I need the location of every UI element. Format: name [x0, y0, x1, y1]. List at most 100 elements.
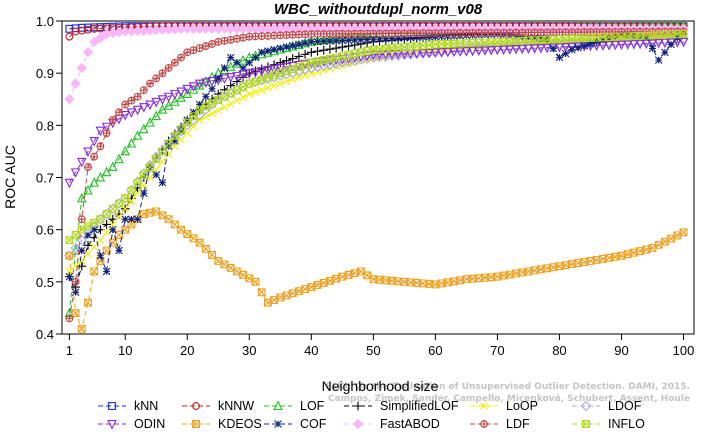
data-point	[275, 58, 285, 68]
data-point	[307, 69, 316, 77]
data-point	[394, 34, 402, 43]
data-point	[498, 45, 509, 56]
data-point	[70, 242, 81, 254]
data-point	[90, 225, 98, 234]
data-point	[313, 46, 322, 56]
data-point	[71, 309, 80, 318]
data-point	[65, 314, 73, 322]
data-point	[151, 97, 162, 108]
legend-label: SimplifiedLOF	[380, 399, 459, 413]
data-point	[139, 103, 149, 113]
data-point	[101, 166, 112, 177]
data-point	[295, 40, 303, 49]
data-point	[313, 37, 322, 46]
data-point	[263, 66, 273, 76]
data-point	[65, 272, 74, 281]
data-point	[232, 71, 242, 82]
data-point	[170, 90, 180, 100]
data-point	[436, 48, 447, 58]
data-point	[537, 34, 545, 43]
data-point	[225, 61, 236, 71]
legend-label: ODIN	[134, 417, 165, 431]
legend-marker	[480, 402, 488, 410]
data-point	[232, 77, 242, 86]
data-point	[288, 75, 297, 84]
data-point	[270, 45, 278, 54]
data-point	[76, 157, 87, 168]
data-point	[132, 105, 143, 116]
data-point	[96, 24, 105, 33]
data-point	[518, 32, 527, 41]
data-point	[350, 36, 359, 44]
data-point	[164, 142, 173, 150]
data-point	[145, 117, 155, 127]
data-point	[555, 53, 564, 62]
data-point	[84, 250, 92, 258]
data-point	[424, 48, 434, 59]
x-tick-label: 10	[118, 343, 132, 358]
data-point	[102, 267, 111, 276]
data-point	[152, 171, 161, 179]
data-point	[455, 47, 465, 57]
data-point	[580, 41, 589, 50]
data-point	[368, 50, 379, 61]
data-point	[226, 53, 235, 62]
data-point	[245, 90, 254, 98]
x-tick-label: 80	[552, 343, 566, 358]
data-point	[121, 194, 130, 203]
x-tick-label: 40	[304, 343, 318, 358]
series-line	[68, 28, 684, 289]
data-point	[114, 153, 124, 164]
data-point	[375, 35, 384, 43]
y-tick-label: 0.4	[36, 327, 54, 342]
citation-watermark: ELKI: On the Evaluation of Unsupervised …	[326, 382, 690, 404]
data-point	[159, 69, 166, 77]
data-point	[474, 46, 484, 57]
data-point	[256, 67, 267, 77]
data-point	[574, 43, 582, 52]
legend-label: KDEOS	[218, 417, 262, 431]
data-point	[282, 77, 291, 86]
data-point	[276, 79, 285, 88]
legend-marker	[273, 400, 283, 410]
data-point	[96, 236, 105, 244]
data-point	[560, 42, 571, 53]
data-point	[387, 50, 397, 60]
data-point	[90, 243, 98, 251]
data-point	[76, 62, 87, 74]
data-point	[238, 55, 248, 65]
legend-marker	[352, 418, 364, 430]
data-point	[412, 33, 421, 42]
data-point	[374, 50, 385, 61]
y-tick-label: 0.9	[36, 66, 54, 81]
legend-label: COF	[300, 417, 327, 431]
legend-label: INFLO	[608, 417, 645, 431]
data-point	[239, 34, 247, 42]
data-point	[251, 277, 260, 286]
data-point	[170, 131, 179, 140]
data-point	[604, 41, 614, 51]
data-point	[102, 220, 111, 229]
data-point	[380, 50, 391, 61]
data-point	[190, 46, 197, 54]
legend-label: kNNW	[218, 399, 254, 413]
data-point	[84, 298, 92, 307]
data-point	[202, 92, 210, 101]
legend-item: FastABOD	[344, 417, 440, 431]
data-point	[616, 40, 627, 51]
data-point	[103, 129, 110, 137]
data-point	[611, 32, 620, 40]
data-point	[83, 240, 93, 250]
legend-label: LOF	[300, 399, 325, 413]
series-inflo	[65, 30, 688, 245]
data-point	[152, 74, 160, 82]
watermark-line: ELKI: On the Evaluation of Unsupervised …	[326, 382, 690, 392]
data-point	[77, 257, 86, 265]
data-point	[400, 34, 409, 42]
data-point	[301, 71, 309, 80]
x-tick-label: 30	[242, 343, 256, 358]
data-point	[294, 52, 304, 61]
series-line	[69, 33, 684, 241]
data-point	[157, 95, 168, 105]
data-point	[449, 47, 459, 58]
